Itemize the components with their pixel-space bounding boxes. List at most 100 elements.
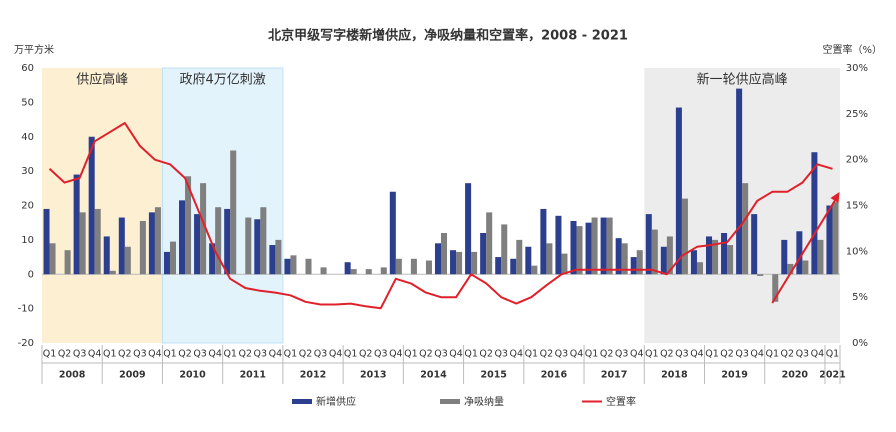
- y-tick-label: 50: [21, 97, 34, 108]
- y-tick-label: -10: [18, 304, 34, 315]
- bar: [169, 241, 177, 275]
- bar: [320, 267, 327, 275]
- bar: [290, 255, 297, 275]
- bar: [600, 217, 607, 275]
- line: [48, 122, 833, 310]
- x-tick-label: Q1: [284, 349, 298, 360]
- background-regions: [42, 67, 840, 344]
- bar: [615, 238, 622, 275]
- bar: [124, 246, 131, 275]
- arrow-head: [830, 192, 840, 203]
- x-tick-label: Q2: [58, 349, 72, 360]
- legend-swatch: [292, 399, 312, 404]
- bar: [43, 208, 50, 275]
- bar: [630, 257, 637, 275]
- bar: [636, 250, 643, 275]
- y2-tick-label: 20%: [846, 155, 868, 166]
- bar: [501, 224, 508, 275]
- year-label: 2008: [59, 370, 86, 381]
- x-tick-label: Q4: [269, 349, 283, 360]
- bar: [525, 246, 532, 275]
- x-tick-label: Q3: [494, 349, 508, 360]
- y2-tick-label: 15%: [846, 201, 868, 212]
- x-tick-label: Q1: [103, 349, 117, 360]
- bar: [465, 183, 472, 275]
- x-tick-label: Q3: [735, 349, 749, 360]
- y2-tick-label: 25%: [846, 109, 868, 120]
- bar: [471, 251, 478, 275]
- year-label: 2013: [360, 370, 386, 381]
- trend-arrow: [771, 197, 838, 304]
- bar: [49, 243, 56, 275]
- bar: [344, 262, 351, 275]
- bar: [781, 239, 788, 275]
- bar: [540, 208, 547, 275]
- bar: [675, 107, 682, 275]
- bar: [787, 263, 794, 275]
- bar: [179, 200, 186, 275]
- x-tick-label: Q4: [148, 349, 162, 360]
- bar: [817, 239, 824, 275]
- x-tick-label: Q1: [404, 349, 418, 360]
- bar: [103, 236, 110, 275]
- y-tick-label: 40: [21, 132, 34, 143]
- bar: [456, 251, 463, 275]
- bar: [365, 269, 372, 275]
- x-tick-label: Q4: [88, 349, 102, 360]
- x-tick-label: Q4: [208, 349, 222, 360]
- bar: [230, 150, 237, 275]
- x-tick-label: Q2: [540, 349, 554, 360]
- year-label: 2010: [179, 370, 206, 381]
- bar: [450, 250, 457, 275]
- bar: [254, 219, 261, 275]
- x-tick-label: Q2: [600, 349, 614, 360]
- bar: [284, 258, 291, 275]
- bar: [802, 260, 809, 275]
- x-tick-label: Q1: [525, 349, 539, 360]
- x-tick-label: Q3: [675, 349, 689, 360]
- bar: [94, 208, 101, 275]
- x-tick-label: Q4: [690, 349, 704, 360]
- bar: [510, 258, 517, 275]
- x-tick-label: Q4: [750, 349, 764, 360]
- bar: [712, 239, 719, 275]
- x-tick-label: Q3: [314, 349, 328, 360]
- x-tick-label: Q2: [781, 349, 795, 360]
- bar: [260, 207, 267, 275]
- x-tick-label: Q1: [223, 349, 237, 360]
- legend-label: 空置率: [606, 395, 636, 408]
- bar: [118, 217, 125, 275]
- year-label: 2020: [782, 370, 809, 381]
- x-tick-label: Q2: [479, 349, 493, 360]
- y2-tick-label: 10%: [846, 246, 868, 257]
- bar: [721, 233, 728, 275]
- bar: [727, 245, 734, 275]
- bar: [736, 88, 743, 275]
- legend-label: 净吸纳量: [464, 395, 504, 408]
- bar: [79, 212, 86, 275]
- y-tick-label: 20: [21, 201, 34, 212]
- bar: [380, 267, 387, 275]
- bar: [621, 243, 628, 275]
- x-tick-label: Q1: [765, 349, 779, 360]
- bar: [660, 246, 667, 275]
- chart-title: 北京甲级写字楼新增供应，净吸纳量和空置率，2008 - 2021: [268, 28, 628, 44]
- bar: [826, 205, 833, 275]
- bar: [194, 214, 201, 275]
- year-label: 2021: [819, 370, 845, 381]
- bar: [606, 217, 613, 275]
- bar: [666, 236, 673, 275]
- bar: [651, 229, 658, 275]
- year-label: 2015: [480, 370, 506, 381]
- x-tick-label: Q2: [118, 349, 132, 360]
- bar: [742, 183, 749, 275]
- bar: [163, 251, 170, 275]
- x-tick-label: Q1: [645, 349, 659, 360]
- legend-label: 新增供应: [316, 395, 356, 408]
- y-tick-label: 60: [21, 63, 34, 74]
- x-tick-label: Q4: [570, 349, 584, 360]
- bar: [757, 274, 764, 276]
- bar: [148, 212, 155, 275]
- bar: [570, 220, 577, 275]
- bar: [546, 243, 553, 275]
